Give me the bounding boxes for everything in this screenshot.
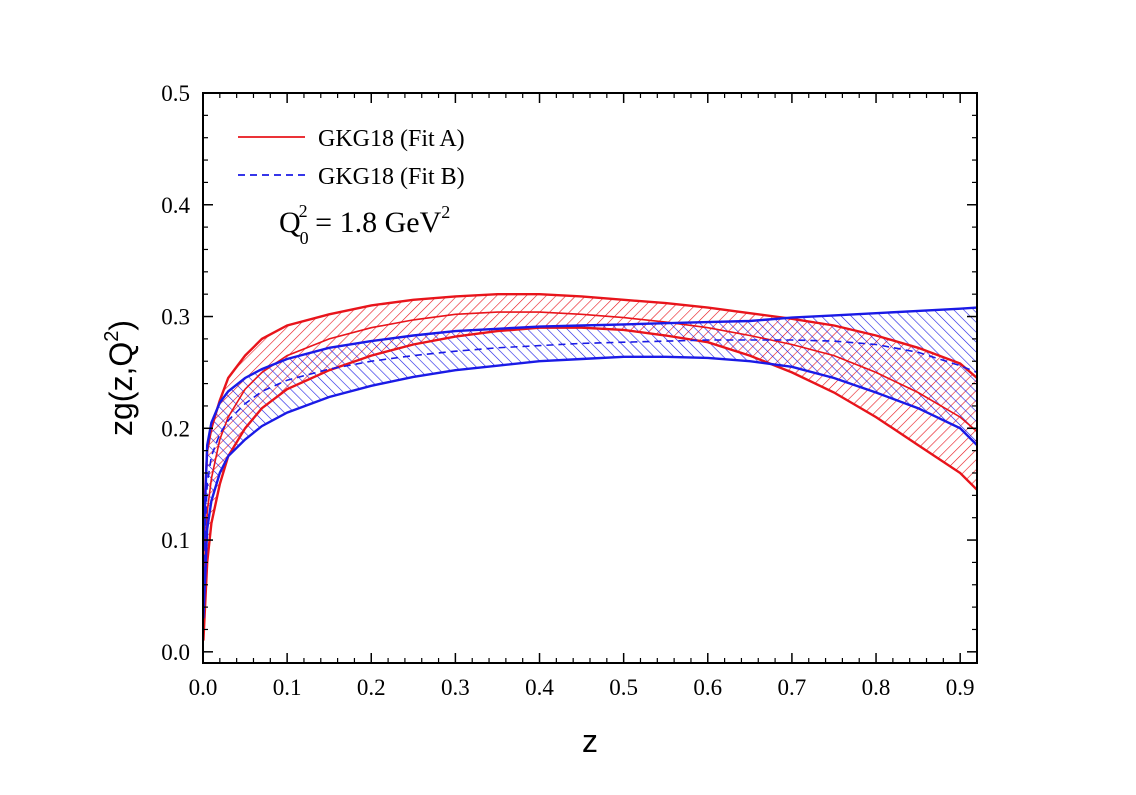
x-tick-label: 0.0 <box>189 675 218 700</box>
y-tick-label: 0.2 <box>161 416 190 441</box>
q-annotation-sub: 0 <box>300 228 309 248</box>
x-tick-label: 0.7 <box>778 675 807 700</box>
tick-label-layer: 0.0 0.1 0.2 0.3 0.4 0.5 0.6 0.7 0.8 0.9 0.0 0.1 0.2 0… <box>161 81 974 700</box>
q-annotation-value-sup: 2 <box>441 202 450 222</box>
y-tick-label: 0.5 <box>161 81 190 106</box>
x-tick-label: 0.9 <box>946 675 975 700</box>
y-tick-label: 0.3 <box>161 305 190 330</box>
x-tick-label: 0.1 <box>273 675 302 700</box>
q-annotation-main: Q <box>279 206 301 239</box>
legend: GKG18 (Fit A) GKG18 (Fit B) <box>238 126 465 190</box>
band-upper-gkg18-fit-a <box>203 293 977 529</box>
y-axis-title-sup: 2 <box>101 331 123 342</box>
tick-layer <box>202 92 977 663</box>
y-axis-title-main: zg(z,Q <box>103 342 139 436</box>
y-tick-label: 0.1 <box>161 528 190 553</box>
band-fill-gkg18-fit-b <box>203 307 977 619</box>
x-tick-label: 0.8 <box>862 675 891 700</box>
y-axis-title: zg(z,Q2) <box>101 320 139 436</box>
q-annotation: Q0 2 = 1.8 GeV2 <box>279 201 450 248</box>
legend-label-fit-a: GKG18 (Fit A) <box>318 126 465 152</box>
band-upper-gkg18-fit-b <box>203 306 977 552</box>
q-annotation-sup: 2 <box>299 201 308 221</box>
band-lower-gkg18-fit-b <box>203 355 977 619</box>
x-tick-label: 0.2 <box>357 675 386 700</box>
series-line-gkg18-fit-b <box>203 339 977 574</box>
y-tick-label: 0.4 <box>161 193 190 218</box>
legend-label-fit-b: GKG18 (Fit B) <box>318 164 465 190</box>
band-layer <box>203 294 977 641</box>
y-tick-label: 0.0 <box>161 640 190 665</box>
x-tick-label: 0.6 <box>693 675 722 700</box>
x-axis-title: z <box>582 723 598 759</box>
x-tick-label: 0.4 <box>525 675 554 700</box>
x-tick-label: 0.3 <box>441 675 470 700</box>
y-axis-title-close: ) <box>103 320 139 331</box>
x-tick-label: 0.5 <box>609 675 638 700</box>
line-layer <box>203 293 977 641</box>
q-annotation-value: = 1.8 GeV <box>308 206 442 239</box>
series-line-gkg18-fit-a <box>203 311 977 585</box>
